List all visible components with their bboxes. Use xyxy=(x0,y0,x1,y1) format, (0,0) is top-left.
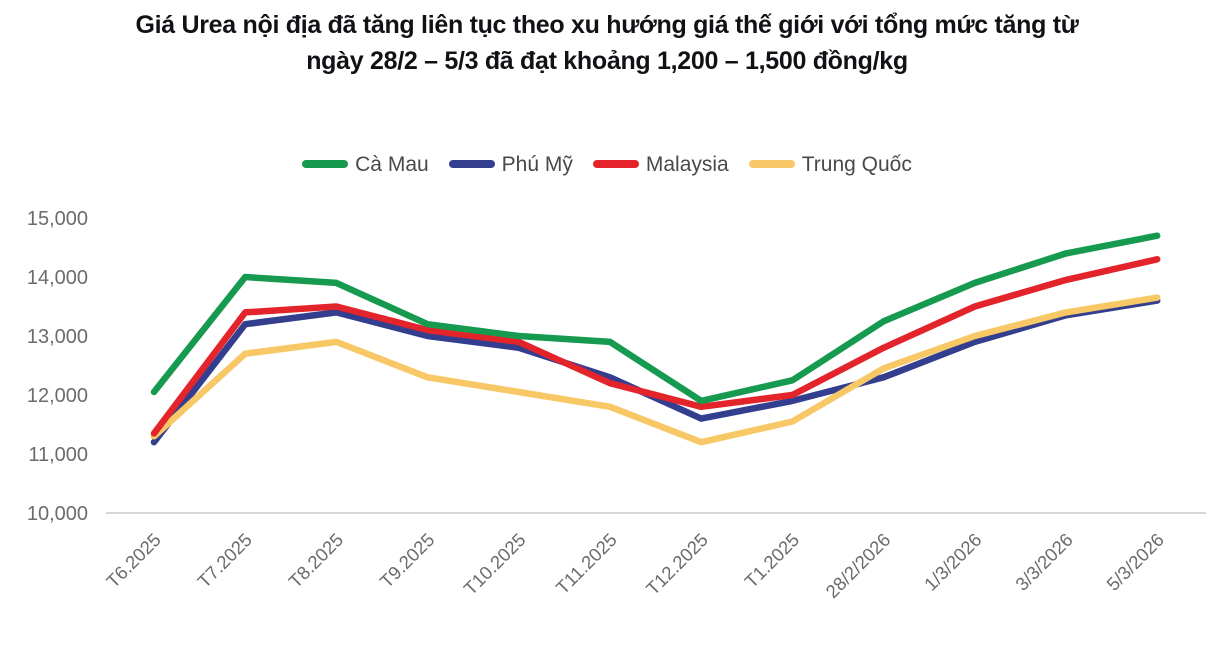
legend-item-phu-my: Phú Mỹ xyxy=(448,150,573,178)
legend-label-trung-quoc: Trung Quốc xyxy=(801,152,912,176)
x-axis-label: T8.2025 xyxy=(284,529,347,592)
chart-legend: Cà Mau Phú Mỹ Malaysia Trung Quốc xyxy=(0,150,1214,178)
series-line-trung-quoc xyxy=(150,294,1161,446)
x-axis-label: 28/2/2026 xyxy=(821,529,894,602)
y-axis-label: 10,000 xyxy=(27,503,88,525)
y-axis-label: 15,000 xyxy=(27,208,88,230)
x-axis-label: T12.2025 xyxy=(642,529,712,599)
legend-item-trung-quoc: Trung Quốc xyxy=(748,150,912,178)
legend-swatch-trung-quoc xyxy=(748,160,795,168)
x-axis-label: T1.2025 xyxy=(740,529,803,592)
x-axis-label: T9.2025 xyxy=(376,529,439,592)
chart-svg: 10,000 11,000 12,000 13,000 14,000 15,000 T6.2… xyxy=(27,208,1206,602)
legend-swatch-phu-my xyxy=(448,160,495,168)
series-line-ca-mau xyxy=(150,232,1161,405)
series-line-malaysia xyxy=(150,256,1161,437)
x-axis-label: T7.2025 xyxy=(193,529,256,592)
legend-label-ca-mau: Cà Mau xyxy=(355,152,429,176)
legend-item-malaysia: Malaysia xyxy=(592,150,729,178)
x-axis-label: 3/3/2026 xyxy=(1011,529,1077,595)
legend-item-ca-mau: Cà Mau xyxy=(302,150,429,178)
x-axis-label: T6.2025 xyxy=(102,529,165,592)
x-axis-label: T10.2025 xyxy=(459,529,529,599)
y-axis-label: 14,000 xyxy=(27,267,88,289)
y-axis-label: 11,000 xyxy=(28,444,88,466)
legend-label-malaysia: Malaysia xyxy=(645,152,729,176)
legend-swatch-ca-mau xyxy=(302,160,349,168)
legend-label-phu-my: Phú Mỹ xyxy=(501,152,573,176)
y-axis-label: 13,000 xyxy=(27,326,88,348)
legend-swatch-malaysia xyxy=(592,160,639,168)
chart-title: Giá Urea nội địa đã tăng liên tục theo x… xyxy=(135,11,1079,75)
x-axis-label: 5/3/2026 xyxy=(1102,529,1168,595)
x-axis-label: 1/3/2026 xyxy=(920,529,986,595)
y-axis-label: 12,000 xyxy=(27,385,88,407)
x-axis-label: T11.2025 xyxy=(552,529,621,598)
